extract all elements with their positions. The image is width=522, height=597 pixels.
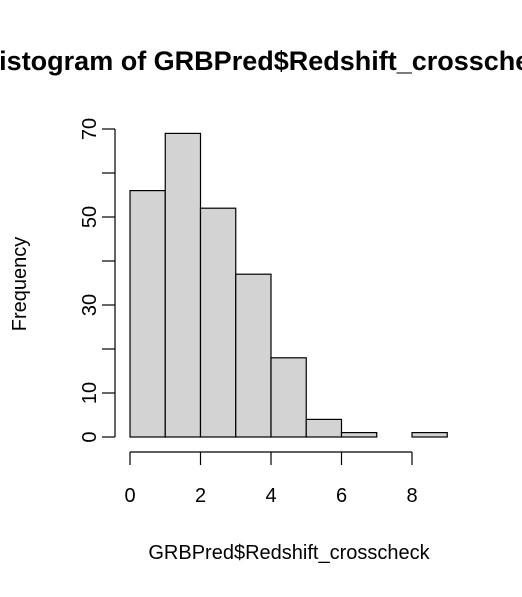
histogram-bar bbox=[305, 418, 343, 438]
histogram-bar bbox=[164, 132, 202, 438]
x-tick-label: 8 bbox=[406, 485, 417, 507]
histogram-bar bbox=[129, 190, 166, 438]
x-axis-label: GRBPred$Redshift_crosscheck bbox=[148, 542, 430, 564]
y-tick-label: 50 bbox=[79, 206, 101, 228]
y-tick-label: 30 bbox=[79, 294, 101, 316]
x-tick-label: 6 bbox=[336, 485, 347, 507]
bars-group bbox=[129, 132, 448, 438]
histogram-bar bbox=[199, 207, 237, 438]
histogram-bar bbox=[411, 432, 448, 438]
y-tick-label: 70 bbox=[79, 118, 101, 140]
x-tick-label: 4 bbox=[265, 485, 276, 507]
x-axis: 0 2 4 6 8 bbox=[124, 451, 418, 507]
x-tick-label: 2 bbox=[195, 485, 206, 507]
histogram-bar bbox=[235, 273, 272, 438]
x-tick-label: 0 bbox=[124, 485, 135, 507]
y-tick-label: 10 bbox=[79, 382, 101, 404]
y-axis: 0 10 30 50 70 bbox=[79, 118, 116, 443]
histogram-bar bbox=[270, 357, 307, 438]
y-tick-label: 0 bbox=[79, 431, 101, 442]
histogram-bar bbox=[340, 432, 378, 438]
y-axis-label: Frequency bbox=[9, 237, 31, 332]
chart-title: Histogram of GRBPred$Redshift_crosscheck bbox=[0, 46, 522, 76]
